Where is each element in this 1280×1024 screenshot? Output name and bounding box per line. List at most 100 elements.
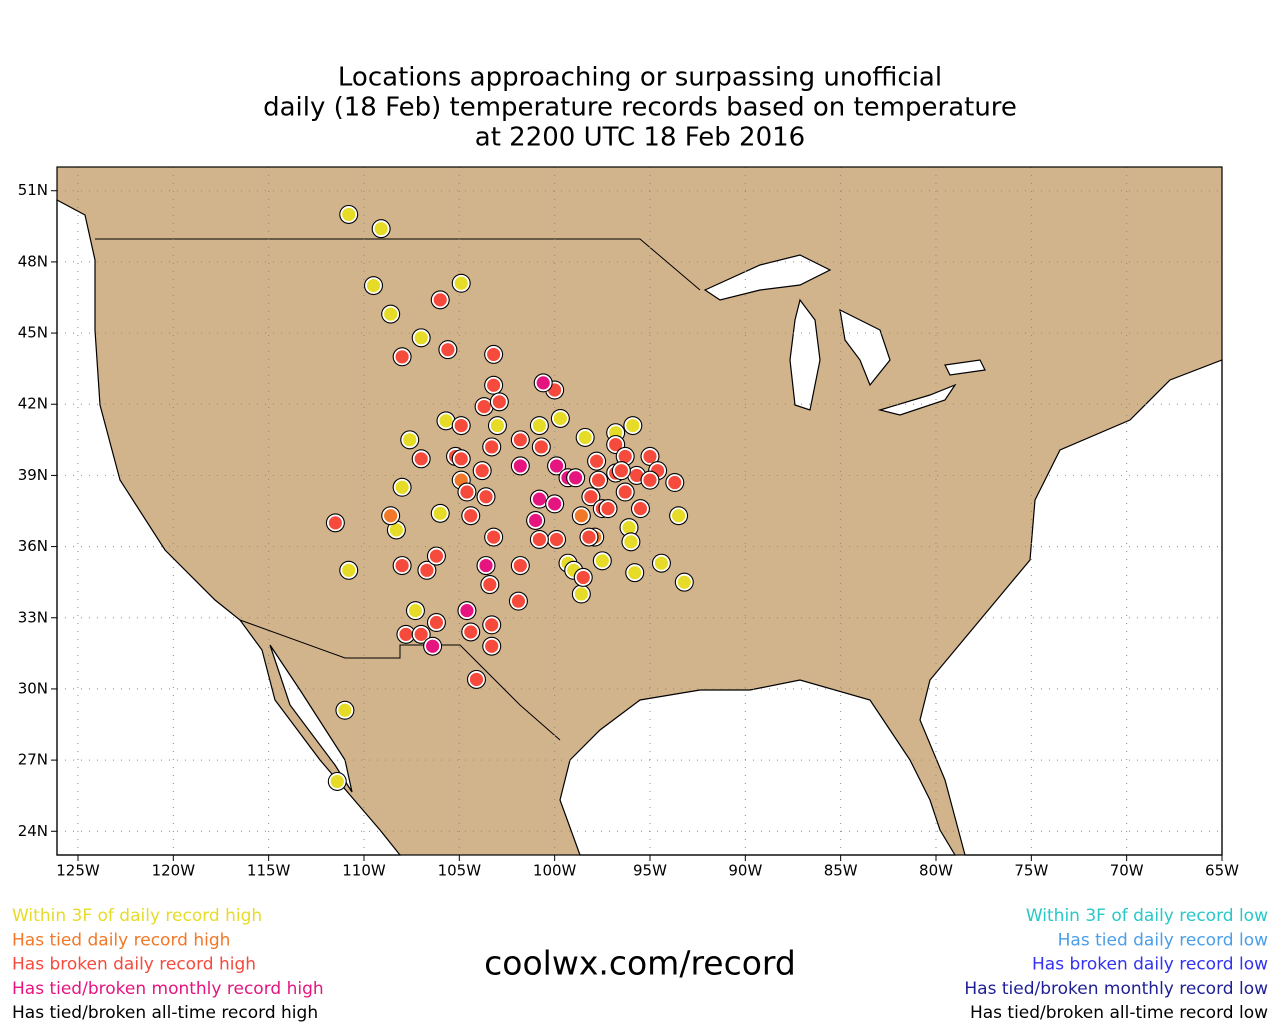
marker	[340, 561, 358, 579]
legend-entry: Has tied/broken monthly record high	[12, 979, 324, 999]
legend-entry: Has tied/broken all-time record low	[970, 1003, 1268, 1023]
marker	[372, 220, 390, 238]
pacific	[56, 198, 402, 856]
marker	[548, 457, 565, 475]
marker	[458, 602, 476, 620]
gulf-of-mexico	[559, 679, 957, 856]
marker	[407, 602, 424, 620]
marker	[670, 507, 687, 525]
marker	[599, 500, 617, 518]
marker	[462, 623, 480, 641]
marker	[401, 431, 419, 449]
legend-entry: Within 3F of daily record high	[12, 906, 262, 926]
marker	[477, 557, 495, 574]
marker	[340, 206, 358, 223]
x-tick-label: 125W	[56, 862, 100, 880]
marker	[431, 291, 449, 309]
marker	[412, 329, 430, 347]
legend-entry: Has tied/broken all-time record high	[12, 1003, 318, 1023]
marker	[588, 452, 605, 470]
x-tick-label: 75W	[1014, 862, 1048, 880]
legend-entry: Has broken daily record high	[12, 955, 256, 975]
marker	[468, 671, 485, 688]
y-tick-label: 36N	[18, 537, 48, 555]
x-tick-label: 100W	[533, 862, 577, 880]
y-tick-label: 33N	[18, 608, 48, 626]
marker	[382, 507, 400, 525]
y-tick-label: 27N	[18, 751, 48, 769]
lake-erie	[877, 383, 957, 416]
x-tick-label: 110W	[342, 862, 386, 880]
marker	[574, 569, 592, 586]
x-tick-label: 120W	[152, 862, 196, 880]
marker	[428, 614, 445, 631]
marker	[452, 450, 470, 468]
legend-entry: Has tied daily record low	[1058, 930, 1268, 950]
marker	[511, 557, 529, 574]
marker	[572, 507, 590, 525]
marker	[418, 561, 436, 579]
y-tick-label: 45N	[18, 324, 48, 342]
marker	[473, 462, 491, 480]
marker	[439, 341, 457, 359]
marker	[590, 471, 607, 489]
marker	[462, 507, 480, 525]
marker	[397, 625, 415, 643]
marker	[530, 531, 548, 548]
marker	[622, 533, 640, 551]
x-tick-label: 80W	[919, 862, 953, 880]
legend: Within 3F of daily record high Has tied d…	[12, 906, 1268, 1023]
y-tick-label: 51N	[18, 181, 48, 199]
marker	[546, 495, 564, 513]
marker	[485, 346, 503, 363]
marker	[624, 417, 642, 434]
lake-huron	[839, 308, 891, 387]
x-tick-label: 90W	[728, 862, 762, 880]
x-tick-label: 105W	[438, 862, 482, 880]
y-tick-label: 42N	[18, 395, 48, 413]
credit: coolwx.com/record	[484, 944, 796, 983]
marker	[582, 488, 600, 506]
us-canada-border	[95, 238, 701, 291]
marker	[326, 514, 344, 532]
marker	[452, 274, 470, 292]
marker	[666, 474, 684, 491]
x-tick-label: 85W	[824, 862, 858, 880]
marker	[612, 462, 630, 480]
title-line: at 2200 UTC 18 Feb 2016	[475, 123, 805, 153]
marker	[510, 592, 527, 610]
marker	[393, 348, 411, 366]
y-tick-label: 24N	[18, 822, 48, 840]
marker	[424, 637, 442, 655]
marker	[567, 469, 585, 487]
marker	[626, 564, 644, 582]
marker	[328, 773, 346, 790]
us-mexico-border	[239, 619, 561, 741]
marker	[483, 438, 501, 456]
x-tick-label: 115W	[247, 862, 291, 880]
marker	[336, 701, 354, 719]
marker	[477, 488, 495, 506]
marker	[511, 431, 529, 449]
points	[325, 204, 694, 791]
marker	[551, 410, 569, 427]
marker	[530, 417, 548, 434]
marker	[548, 531, 565, 548]
marker	[412, 625, 430, 643]
title-line: daily (18 Feb) temperature records based…	[263, 93, 1017, 123]
x-tick-label: 65W	[1205, 862, 1239, 880]
legend-entry: Has broken daily record low	[1032, 955, 1268, 975]
marker	[382, 305, 400, 323]
marker	[532, 438, 550, 456]
marker	[490, 393, 508, 411]
axes: 125W 120W 115W 110W 105W 100W 95W 90W 85W 80W 75W 7…	[18, 181, 1239, 879]
x-tick-label: 70W	[1110, 862, 1144, 880]
marker	[452, 417, 470, 434]
gulf-of-california	[269, 644, 353, 793]
marker	[641, 471, 659, 489]
marker	[393, 557, 411, 574]
marker	[485, 376, 503, 394]
marker	[616, 483, 634, 501]
x-tick-label: 95W	[633, 862, 667, 880]
marker	[641, 448, 659, 465]
